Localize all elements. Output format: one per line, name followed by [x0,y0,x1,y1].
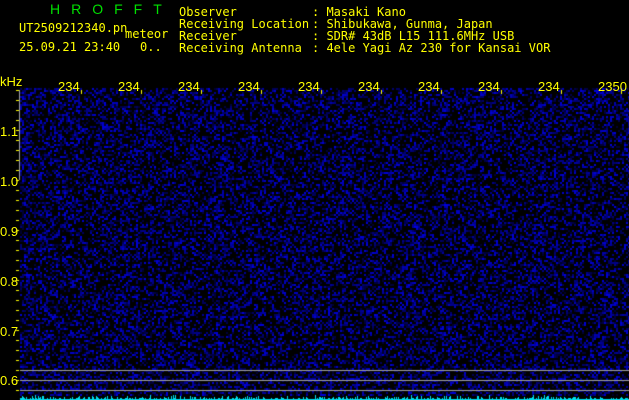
x-tick-label: 2341 [58,80,80,93]
x-tick-label: 2344 [238,80,260,93]
receiver-label: Receiver [179,29,237,43]
antenna-value: : 4ele Yagi Az 230 for Kansai VOR [312,41,551,55]
x-tick-label: 2343 [178,80,200,93]
observer-name: Masaki Kano [326,5,406,19]
x-tick-label: 2346 [358,80,380,93]
observer-value: : Masaki Kano [312,5,406,19]
y-tick-label: 1.1 [0,124,19,139]
y-tick-label: 0.6 [0,373,19,388]
observer-label: Observer [179,5,237,19]
y-tick-label: 0.9 [0,224,19,239]
counter: 0.. [140,40,162,54]
location-label: Receiving Location [179,17,310,31]
datetime: 25.09.21 23:40 [19,40,121,54]
antenna-label: Receiving Antenna [179,41,302,55]
app-title: HROFFT [50,1,173,17]
x-tick-label: 2348 [478,80,500,93]
x-tick-label: 2347 [418,80,440,93]
receiver-name: SDR# 43dB L15 111.6MHz USB [326,29,515,43]
y-tick-label: 0.8 [0,274,19,289]
y-tick-label: 1.0 [0,174,19,189]
x-tick-label: 2345 [298,80,320,93]
y-tick-label: 0.7 [0,324,19,339]
x-tick-label: 2350 [598,80,627,93]
location-value: : Shibukawa, Gunma, Japan [312,17,493,31]
location-name: Shibukawa, Gunma, Japan [326,17,493,31]
x-tick-label: 2349 [538,80,560,93]
filename: UT2509212340.pn [19,21,128,35]
receiver-value: : SDR# 43dB L15 111.6MHz USB [312,29,515,43]
y-unit-label: kHz [0,74,23,89]
mode-label: meteor [125,27,169,41]
antenna-name: 4ele Yagi Az 230 for Kansai VOR [326,41,551,55]
